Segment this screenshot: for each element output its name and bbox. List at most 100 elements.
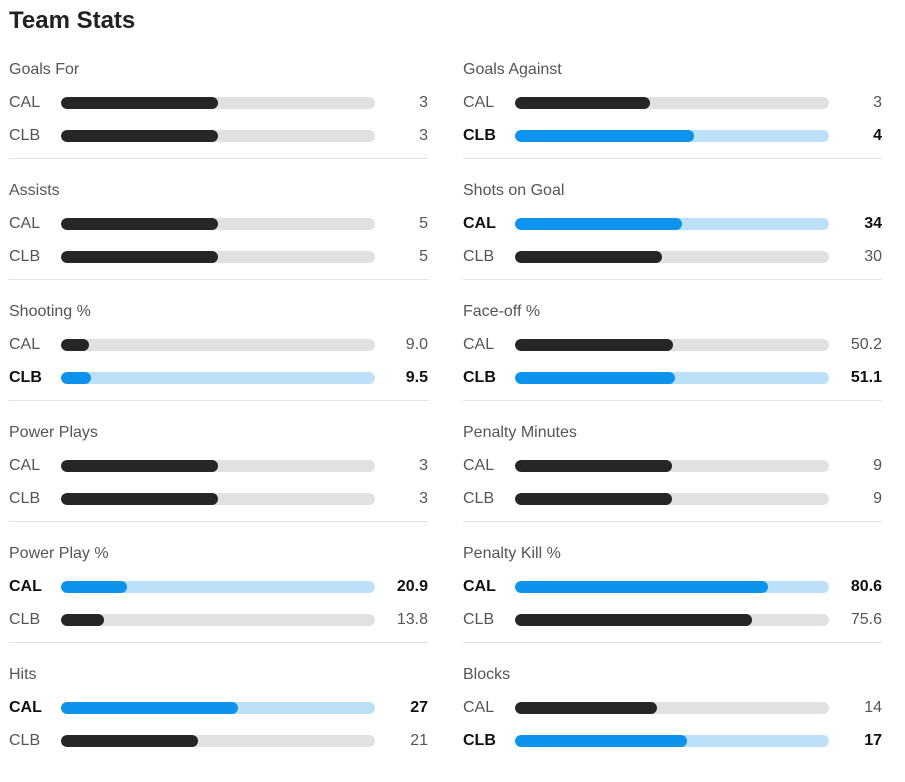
- stat-bar-fill: [61, 130, 218, 142]
- stat-row-cal: CAL 27: [9, 699, 428, 717]
- stat-row-cal: CAL 34: [463, 215, 882, 233]
- team-label: CLB: [463, 611, 495, 628]
- stat-row-clb: CLB 13.8: [9, 611, 428, 629]
- stat-title: Goals For: [9, 61, 80, 78]
- stat-bar-fill: [515, 460, 672, 472]
- stat-value: 9.5: [405, 369, 428, 386]
- team-label: CAL: [9, 215, 41, 232]
- team-label: CLB: [9, 127, 41, 144]
- stat-row-clb: CLB 17: [463, 732, 882, 750]
- stat-title: Penalty Kill %: [463, 545, 561, 562]
- stat-row-cal: CAL 3: [463, 94, 882, 112]
- stat-title: Power Plays: [9, 424, 98, 441]
- stat-bar-fill: [515, 702, 657, 714]
- stat-block-hits: Hits CAL 27 CLB 21: [9, 661, 428, 782]
- stat-title: Blocks: [463, 666, 511, 683]
- stat-bar-fill: [515, 218, 682, 230]
- stat-bar-track: [61, 581, 375, 593]
- stat-bar-fill: [61, 372, 91, 384]
- stat-bar-fill: [515, 97, 650, 109]
- stat-bar-track: [515, 372, 829, 384]
- team-label: CAL: [463, 215, 496, 232]
- stat-bar-track: [61, 735, 375, 747]
- stat-block-goals-against: Goals Against CAL 3 CLB 4: [463, 56, 882, 177]
- stat-bar-fill: [61, 735, 199, 747]
- stat-value: 13.8: [396, 611, 428, 628]
- team-label: CLB: [463, 248, 495, 265]
- stat-value: 4: [873, 127, 882, 144]
- stat-bar-track: [61, 493, 375, 505]
- team-label: CAL: [463, 336, 495, 353]
- stat-title: Power Play %: [9, 545, 109, 562]
- stat-row-cal: CAL 3: [9, 94, 428, 112]
- stat-value: 3: [419, 94, 428, 111]
- stat-row-clb: CLB 4: [463, 127, 882, 145]
- stat-bar-track: [61, 614, 375, 626]
- stat-bar-track: [515, 130, 829, 142]
- stat-row-clb: CLB 3: [9, 127, 428, 145]
- stat-block-penalty-kill-pct: Penalty Kill % CAL 80.6 CLB 75.6: [463, 540, 882, 661]
- stat-bar-track: [61, 97, 375, 109]
- stat-title: Penalty Minutes: [463, 424, 577, 441]
- stat-bar-fill: [515, 614, 753, 626]
- stat-bar-track: [61, 339, 375, 351]
- stat-row-cal: CAL 3: [9, 457, 428, 475]
- stat-value: 9: [873, 457, 882, 474]
- stat-value: 34: [864, 215, 882, 232]
- stat-row-clb: CLB 75.6: [463, 611, 882, 629]
- team-label: CLB: [9, 369, 42, 386]
- team-label: CAL: [9, 94, 41, 111]
- stat-block-face-off-pct: Face-off % CAL 50.2 CLB 51.1: [463, 298, 882, 419]
- stat-value: 75.6: [850, 611, 882, 628]
- stat-bar-fill: [515, 251, 663, 263]
- stat-row-clb: CLB 51.1: [463, 369, 882, 387]
- stat-bar-track: [515, 460, 829, 472]
- stat-bar-fill: [61, 97, 218, 109]
- stat-row-clb: CLB 30: [463, 248, 882, 266]
- stat-bar-track: [515, 581, 829, 593]
- stat-block-shooting-pct: Shooting % CAL 9.0 CLB 9.5: [9, 298, 428, 419]
- stat-block-shots-on-goal: Shots on Goal CAL 34 CLB 30: [463, 177, 882, 298]
- stat-bar-fill: [515, 130, 695, 142]
- stat-row-cal: CAL 20.9: [9, 578, 428, 596]
- stat-value: 17: [864, 732, 882, 749]
- stat-value: 21: [410, 732, 428, 749]
- stat-value: 30: [864, 248, 882, 265]
- team-label: CAL: [463, 457, 495, 474]
- stat-title: Shots on Goal: [463, 182, 565, 199]
- stat-bar-fill: [61, 251, 218, 263]
- team-label: CLB: [9, 611, 41, 628]
- team-label: CLB: [463, 369, 496, 386]
- stat-bar-track: [515, 339, 829, 351]
- stat-block-goals-for: Goals For CAL 3 CLB 3: [9, 56, 428, 177]
- stat-row-cal: CAL 80.6: [463, 578, 882, 596]
- stat-row-cal: CAL 5: [9, 215, 428, 233]
- stat-bar-fill: [61, 339, 90, 351]
- stat-row-clb: CLB 9: [463, 490, 882, 508]
- stat-bar-fill: [61, 614, 105, 626]
- stat-bar-track: [61, 251, 375, 263]
- stat-value: 5: [419, 215, 428, 232]
- team-label: CAL: [463, 699, 495, 716]
- stat-value: 3: [419, 490, 428, 507]
- stat-block-power-plays: Power Plays CAL 3 CLB 3: [9, 419, 428, 540]
- team-label: CLB: [9, 248, 41, 265]
- team-label: CAL: [9, 578, 42, 595]
- stat-bar-fill: [61, 460, 218, 472]
- stat-value: 80.6: [850, 578, 882, 595]
- stat-value: 14: [864, 699, 882, 716]
- stat-row-cal: CAL 50.2: [463, 336, 882, 354]
- stat-value: 20.9: [396, 578, 428, 595]
- stats-column-right: Goals Against CAL 3 CLB 4 Shots on Goal CAL 34 C…: [463, 56, 882, 782]
- stat-bar-track: [61, 702, 375, 714]
- team-label: CAL: [463, 94, 495, 111]
- stat-row-cal: CAL 9: [463, 457, 882, 475]
- team-label: CLB: [9, 490, 41, 507]
- stat-bar-fill: [515, 339, 673, 351]
- stat-title: Goals Against: [463, 61, 562, 78]
- stat-row-clb: CLB 3: [9, 490, 428, 508]
- team-label: CAL: [9, 699, 42, 716]
- stat-block-penalty-minutes: Penalty Minutes CAL 9 CLB 9: [463, 419, 882, 540]
- team-label: CLB: [463, 732, 496, 749]
- stat-value: 3: [419, 457, 428, 474]
